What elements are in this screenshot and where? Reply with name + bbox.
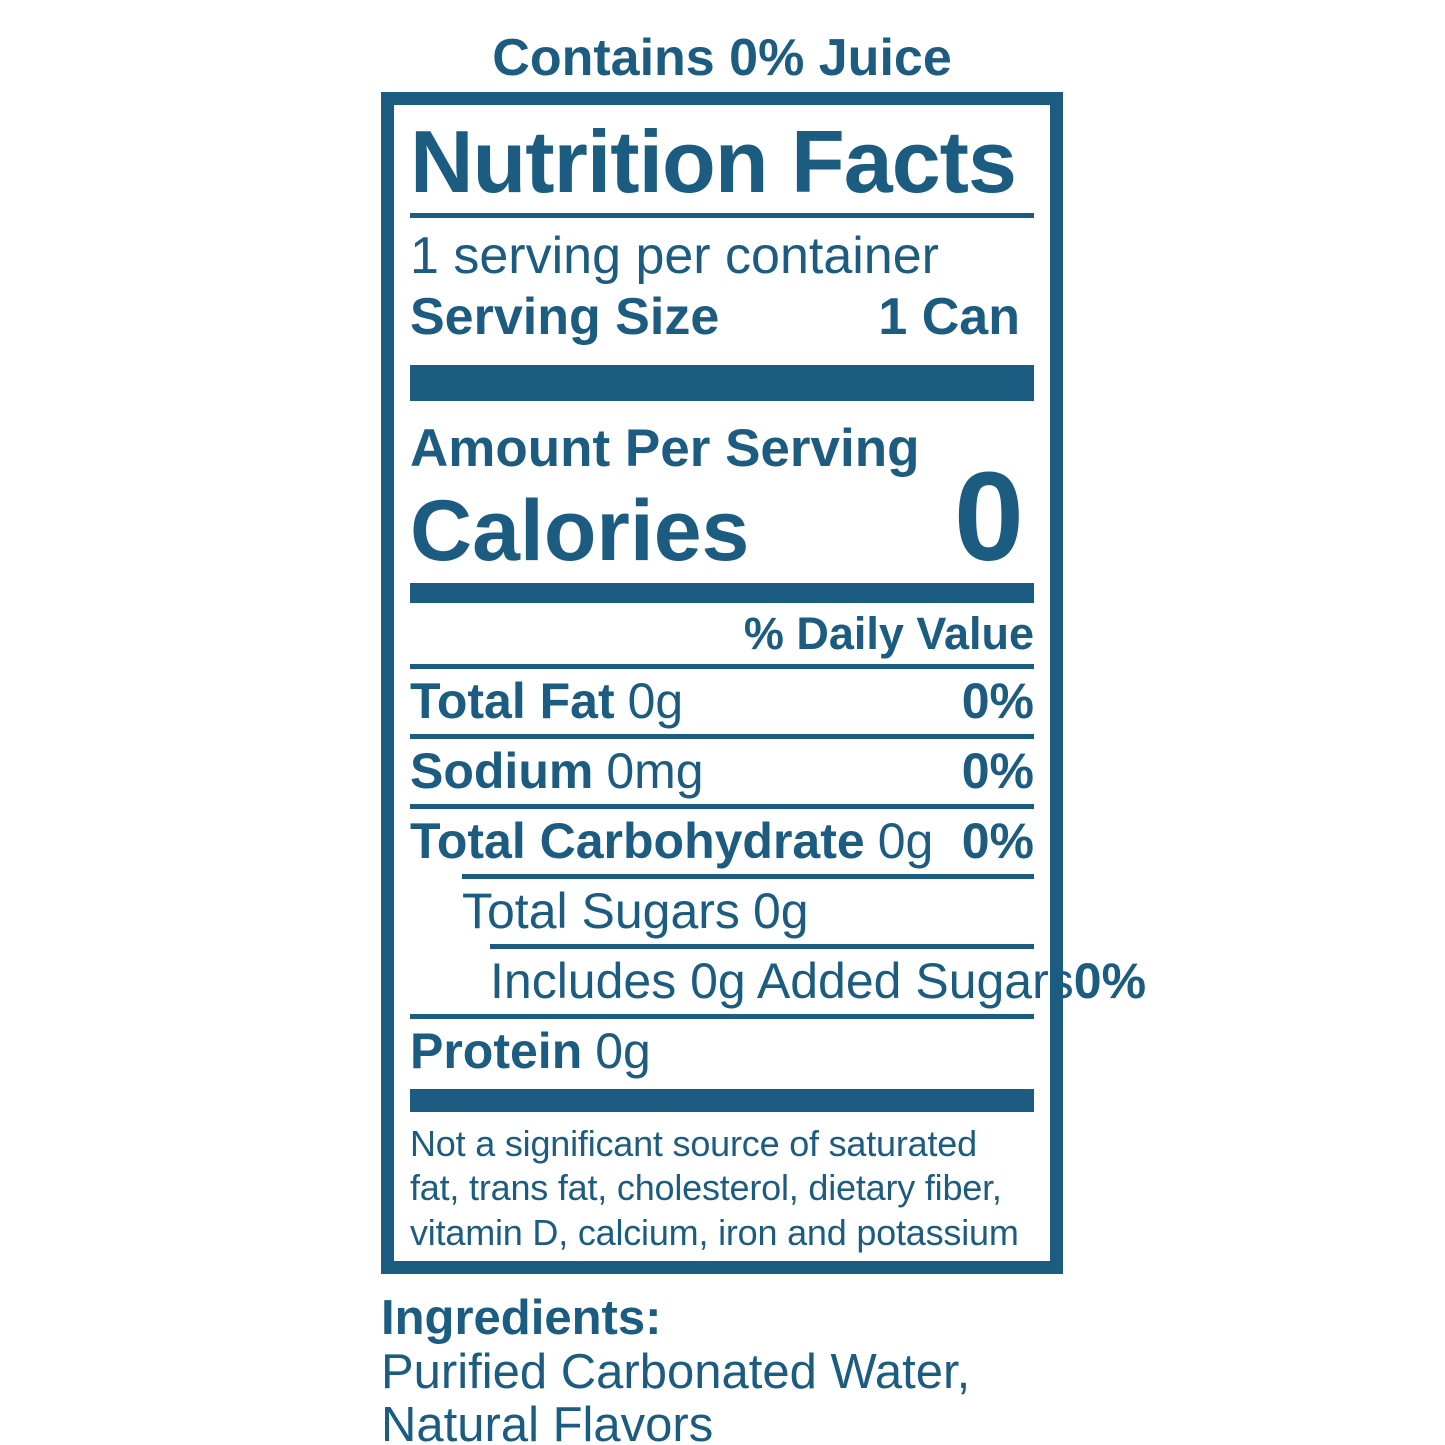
nutrient-amount: 0g [752, 882, 809, 939]
nutrition-facts-panel: Nutrition Facts 1 serving per container … [381, 92, 1146, 1274]
section-bar [410, 364, 1034, 401]
calories-value: 0 [953, 446, 1024, 588]
nutrient-row-protein: Protein 0g [410, 1019, 1034, 1084]
nutrient-row-total-fat: Total Fat 0g 0% [410, 669, 1034, 734]
nutrient-name-amount: Sodium 0mg [410, 742, 704, 799]
contains-juice-note: Contains 0% Juice [492, 29, 952, 87]
ingredients-line: Purified Carbonated Water, [381, 1345, 971, 1400]
nutrition-facts-title: Nutrition Facts [410, 112, 1017, 212]
nutrient-name: Total Carbohydrate [410, 812, 865, 869]
nutrient-row-total-carbohydrate: Total Carbohydrate 0g 0% [410, 809, 1034, 874]
calories-label: Calories [410, 483, 750, 580]
daily-value: 0% [961, 672, 1034, 729]
nutrient-name-amount: Total Fat 0g [410, 672, 684, 729]
nutrient-name-amount: Includes 0g Added Sugars [490, 952, 1074, 1009]
nutrient-row-sodium: Sodium 0mg 0% [410, 739, 1034, 804]
label-column: Contains 0% Juice Nutrition Facts 1 serv… [381, 29, 1146, 1445]
nutrient-name: Includes 0g Added Sugars [490, 952, 1074, 1009]
nutrient-name: Protein [410, 1022, 583, 1079]
divider [410, 213, 1034, 219]
divider [410, 733, 1034, 739]
nutrient-amount: 0g [627, 672, 684, 729]
ingredients-line: Natural Flavors [381, 1397, 714, 1445]
section-bar [410, 1088, 1034, 1112]
calories-row: Calories 0 [410, 446, 1034, 588]
footnote-text: Not a significant source of saturated fa… [410, 1122, 1019, 1253]
ingredients-heading: Ingredients: [381, 1290, 662, 1345]
section-bar [410, 582, 1034, 603]
nutrient-amount: 0mg [606, 742, 704, 799]
divider [410, 663, 1034, 669]
nutrient-row-added-sugars: Includes 0g Added Sugars 0% [490, 949, 1146, 1014]
nutrient-amount: 0g [877, 812, 934, 869]
divider [410, 1013, 1034, 1019]
servings-per-container: 1 serving per container [410, 227, 939, 286]
nutrient-name-amount: Total Carbohydrate 0g [410, 812, 934, 869]
divider [490, 943, 1034, 949]
nutrient-name: Sodium [410, 742, 594, 799]
nutrient-name: Total Sugars [462, 882, 740, 939]
serving-size-row: Serving Size 1 Can [410, 287, 1034, 346]
daily-value-header: % Daily Value [743, 607, 1034, 659]
nutrient-name-amount: Protein 0g [410, 1022, 651, 1079]
ingredients-section: Ingredients: Purified Carbonated Water, … [381, 1290, 1063, 1445]
amount-per-serving-label: Amount Per Serving [410, 418, 920, 478]
daily-value: 0% [961, 812, 1034, 869]
nutrient-row-total-sugars: Total Sugars 0g [462, 879, 1034, 944]
daily-value: 0% [961, 742, 1034, 799]
nutrient-amount: 0g [595, 1022, 651, 1079]
divider [462, 873, 1034, 879]
nutrient-name-amount: Total Sugars 0g [462, 882, 809, 939]
daily-value: 0% [1073, 952, 1147, 1009]
divider [410, 803, 1034, 809]
serving-size-value: 1 Can [878, 287, 1020, 346]
serving-size-label: Serving Size [410, 287, 720, 346]
nutrient-name: Total Fat [410, 672, 615, 729]
